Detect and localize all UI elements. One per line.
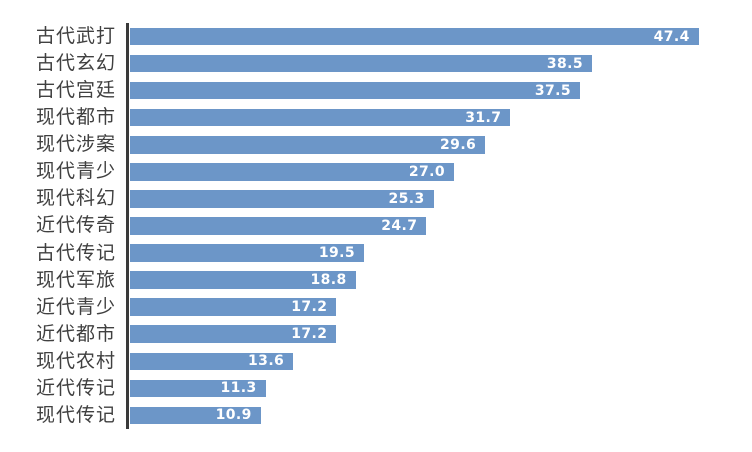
bar-track: 19.5 xyxy=(130,244,730,262)
category-label: 近代青少 xyxy=(35,295,116,318)
chart-row: 古代玄幻 38.5 xyxy=(0,50,752,77)
bar-value-label: 25.3 xyxy=(388,190,425,207)
bar-track: 17.2 xyxy=(130,298,730,316)
bar-value-label: 47.4 xyxy=(653,28,690,45)
bar-track: 24.7 xyxy=(130,217,730,235)
bar-track: 38.5 xyxy=(130,54,730,73)
bar: 18.8 xyxy=(130,271,356,289)
category-label: 古代宫廷 xyxy=(35,79,116,102)
chart-row: 古代传记 19.5 xyxy=(0,240,752,267)
bar: 11.3 xyxy=(130,379,266,398)
category-label: 近代都市 xyxy=(35,322,116,345)
bar-track: 25.3 xyxy=(130,190,730,208)
bar-track: 10.9 xyxy=(130,406,730,425)
bar: 31.7 xyxy=(130,108,511,127)
bar-track: 17.2 xyxy=(130,325,730,343)
category-label: 近代传记 xyxy=(35,376,116,399)
chart-row: 现代农村 13.6 xyxy=(0,348,752,375)
bar-track: 47.4 xyxy=(130,27,730,46)
chart-row: 近代传记 11.3 xyxy=(0,375,752,402)
category-label: 现代农村 xyxy=(35,349,116,372)
bar-track: 13.6 xyxy=(130,352,730,371)
bar-value-label: 18.8 xyxy=(310,272,347,289)
category-label: 现代都市 xyxy=(35,106,116,129)
bar-value-label: 29.6 xyxy=(440,136,477,153)
bar: 17.2 xyxy=(130,298,337,316)
chart-row: 近代青少 17.2 xyxy=(0,294,752,321)
bar: 10.9 xyxy=(130,406,261,425)
bar: 37.5 xyxy=(130,81,580,100)
bar-value-label: 10.9 xyxy=(215,407,252,424)
chart-row: 近代都市 17.2 xyxy=(0,321,752,348)
bar: 17.2 xyxy=(130,325,337,343)
bar: 25.3 xyxy=(130,190,434,208)
chart-row: 现代青少 27.0 xyxy=(0,158,752,185)
bar-track: 29.6 xyxy=(130,136,730,154)
bar-track: 27.0 xyxy=(130,163,730,181)
chart-row: 古代宫廷 37.5 xyxy=(0,77,752,104)
chart-row: 现代科幻 25.3 xyxy=(0,185,752,212)
category-label: 现代青少 xyxy=(35,160,116,183)
category-label: 古代传记 xyxy=(35,241,116,264)
category-label: 现代涉案 xyxy=(35,133,116,156)
bar-value-label: 31.7 xyxy=(465,109,502,126)
category-label: 近代传奇 xyxy=(35,214,116,237)
chart-rows: 古代武打 47.4 古代玄幻 38.5 古代宫廷 37.5 现代都市 31.7 xyxy=(0,23,752,429)
y-axis-line xyxy=(126,23,129,429)
category-label: 现代军旅 xyxy=(35,268,116,291)
bar: 24.7 xyxy=(130,217,427,235)
bar: 13.6 xyxy=(130,352,294,371)
bar-value-label: 11.3 xyxy=(220,380,257,397)
bar-value-label: 37.5 xyxy=(534,82,571,99)
bar-track: 37.5 xyxy=(130,81,730,100)
category-label: 古代武打 xyxy=(35,25,116,48)
chart-row: 现代传记 10.9 xyxy=(0,402,752,429)
chart-row: 古代武打 47.4 xyxy=(0,23,752,50)
bar-value-label: 19.5 xyxy=(318,245,355,262)
bar: 47.4 xyxy=(130,27,699,46)
bar: 27.0 xyxy=(130,163,454,181)
bar: 29.6 xyxy=(130,136,486,154)
bar: 38.5 xyxy=(130,54,592,73)
bar: 19.5 xyxy=(130,244,364,262)
bar-value-label: 13.6 xyxy=(248,353,285,370)
category-label: 现代传记 xyxy=(35,403,116,426)
bar-value-label: 27.0 xyxy=(408,163,445,180)
bar-value-label: 17.2 xyxy=(291,299,328,316)
chart-row: 近代传奇 24.7 xyxy=(0,212,752,239)
bar-value-label: 38.5 xyxy=(546,55,583,72)
bar-track: 11.3 xyxy=(130,379,730,398)
chart-row: 现代都市 31.7 xyxy=(0,104,752,131)
bar-value-label: 24.7 xyxy=(381,217,418,234)
category-label: 现代科幻 xyxy=(35,187,116,210)
chart-row: 现代涉案 29.6 xyxy=(0,131,752,158)
bar-value-label: 17.2 xyxy=(291,326,328,343)
bar-track: 18.8 xyxy=(130,271,730,289)
bar-track: 31.7 xyxy=(130,108,730,127)
chart-row: 现代军旅 18.8 xyxy=(0,267,752,294)
category-label: 古代玄幻 xyxy=(35,52,116,75)
